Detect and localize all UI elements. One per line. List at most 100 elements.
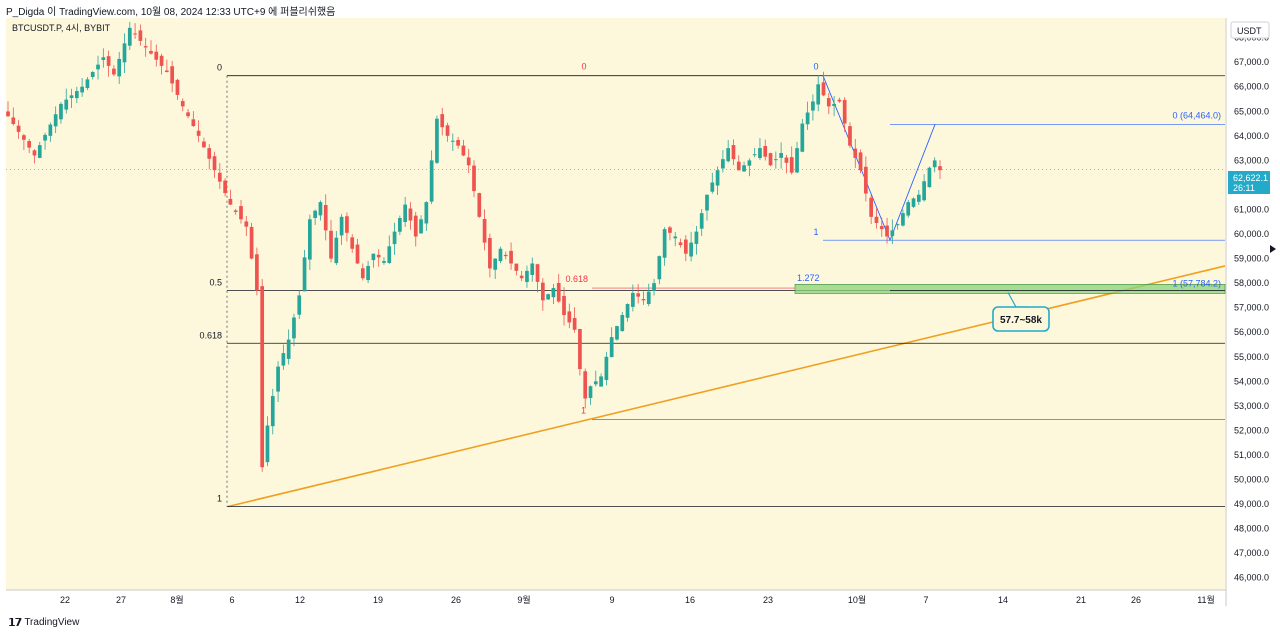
candle-body [572, 317, 577, 330]
candle-countdown: 26:11 [1233, 183, 1255, 193]
candle-body [525, 270, 529, 282]
price-tick-label: 63,000.0 [1234, 155, 1269, 165]
time-tick-label: 9월 [517, 594, 530, 605]
candle-body [482, 218, 487, 243]
publish-caption: P_Digda 이 TradingView.com, 10월 08, 2024 … [6, 7, 336, 18]
candle-body [398, 218, 402, 232]
candle-body [260, 286, 265, 468]
candle-body [59, 103, 63, 120]
candle-body [874, 216, 879, 223]
candle-body [811, 101, 815, 111]
candle-body [408, 208, 413, 221]
candle-body [286, 339, 291, 359]
candle-body [106, 56, 111, 66]
fib-black-level-label: 0.618 [199, 330, 222, 340]
price-scale-arrow-icon[interactable] [1270, 245, 1276, 253]
candle-body [48, 124, 53, 136]
candle-body [763, 145, 768, 157]
candle-body [498, 248, 503, 262]
candle-body [6, 111, 10, 117]
currency-button[interactable] [1230, 21, 1270, 39]
candle-body [334, 237, 339, 264]
candle-body [546, 294, 550, 300]
candle-body [466, 157, 471, 166]
candle-body [699, 213, 704, 229]
candle-body [85, 79, 90, 89]
candle-body [239, 206, 243, 220]
candle-body [53, 114, 58, 127]
price-tick-label: 64,000.0 [1234, 131, 1269, 141]
price-tick-label: 65,000.0 [1234, 106, 1269, 116]
candle-body [366, 265, 370, 281]
candle-body [752, 154, 757, 156]
footer [0, 612, 1280, 634]
time-tick-label: 19 [373, 595, 383, 605]
candle-body [503, 254, 508, 257]
candle-body [885, 225, 889, 237]
candle-body [112, 68, 116, 75]
projection-path [822, 75, 936, 242]
candle-body [768, 153, 773, 166]
trend-line [227, 265, 1226, 508]
candle-body [11, 117, 16, 125]
candle-body [323, 205, 328, 231]
drawing-layer [6, 18, 1226, 508]
candle-body [689, 242, 693, 257]
candles-layer [6, 21, 942, 472]
candle-body [170, 66, 175, 84]
time-tick-label: 10월 [848, 594, 866, 605]
candle-body [69, 95, 74, 99]
candle-body [731, 145, 736, 160]
last-price-tag [1228, 171, 1270, 194]
candle-body [800, 123, 805, 152]
candle-body [795, 148, 799, 173]
candle-body [175, 79, 180, 95]
candle-body [180, 101, 185, 107]
candle-body [196, 130, 201, 136]
candle-body [440, 114, 445, 128]
brand-name: TradingView [24, 617, 80, 628]
candle-body [673, 236, 678, 239]
time-tick-label: 23 [763, 595, 773, 605]
candle-body [329, 230, 333, 259]
projection-target-label: 1 (57,784.2) [1172, 278, 1221, 288]
price-tick-label: 67,000.0 [1234, 57, 1269, 67]
time-tick-label: 26 [451, 595, 461, 605]
fib-black-level-label: 0.5 [209, 277, 222, 287]
time-tick-label: 6 [229, 595, 234, 605]
currency-label: USDT [1237, 26, 1262, 36]
time-tick-label: 26 [1131, 595, 1141, 605]
price-tick-label: 50,000.0 [1234, 475, 1269, 485]
fib-red-level-label: 1 [581, 405, 586, 415]
time-tick-label: 12 [295, 595, 305, 605]
price-tick-label: 66,000.0 [1234, 82, 1269, 92]
candle-body [562, 295, 566, 316]
candle-body [149, 50, 153, 54]
candle-body [848, 126, 852, 146]
candle-body [535, 264, 540, 282]
candle-body [620, 315, 625, 332]
candle-body [609, 337, 614, 358]
candle-body [403, 204, 408, 222]
callout-text: 57.7~58k [1000, 315, 1042, 326]
candle-body [916, 194, 921, 202]
candle-body [890, 230, 895, 236]
candle-body [202, 141, 206, 148]
candle-body [652, 283, 656, 291]
price-tick-label: 57,000.0 [1234, 303, 1269, 313]
candle-body [488, 238, 492, 269]
tv-logo-icon: 𝟭𝟳 [8, 617, 22, 629]
candle-body [355, 244, 360, 264]
top-edge [6, 18, 1225, 19]
candle-body [16, 125, 21, 132]
candle-body [805, 112, 810, 125]
last-price-label: 62,622.1 [1233, 173, 1268, 183]
price-tick-label: 47,000.0 [1234, 548, 1269, 558]
candle-body [37, 145, 42, 158]
candle-body [864, 166, 868, 194]
candle-body [927, 167, 932, 188]
candle-body [313, 210, 317, 218]
candle-body [911, 198, 916, 207]
candle-body [519, 275, 524, 279]
